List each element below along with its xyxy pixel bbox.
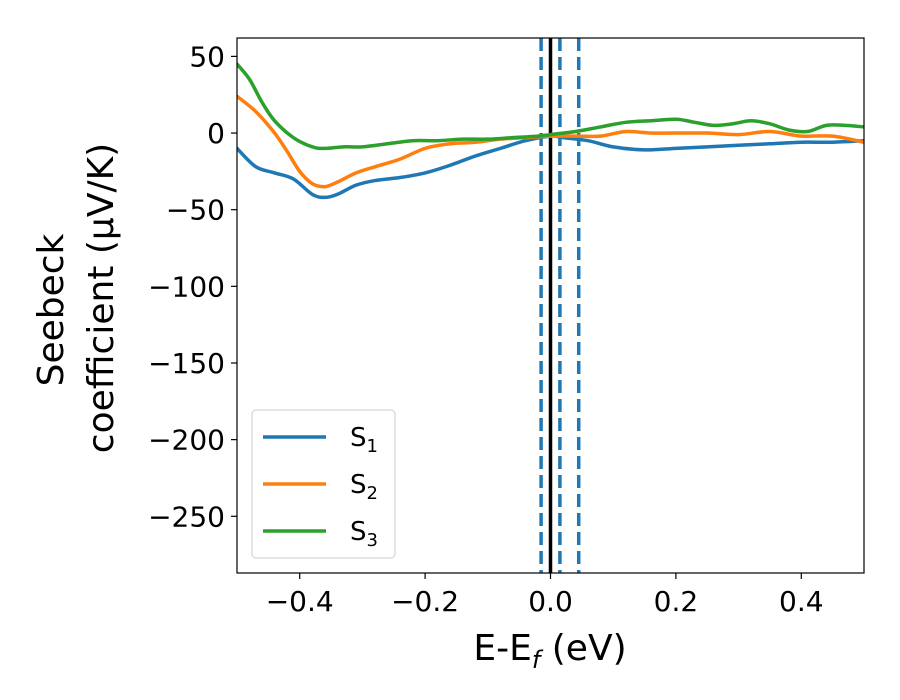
x-tick-label: −0.2 (391, 585, 459, 618)
series-lines (237, 62, 864, 200)
y-tick-label: 0 (207, 117, 225, 150)
y-axis-title-line1: Seebeck (31, 233, 72, 386)
x-tick-label: 0.2 (654, 585, 699, 618)
series-line-s3 (237, 62, 864, 151)
y-tick-label: −250 (148, 500, 225, 533)
legend-label-s3: S3 (350, 517, 378, 551)
legend: S1 S2 S3 (251, 409, 396, 559)
y-tick-label: −200 (148, 424, 225, 457)
x-axis-ticks: −0.4 −0.2 0.0 0.2 0.4 (266, 573, 824, 618)
x-tick-label: 0.4 (779, 585, 824, 618)
reference-lines (539, 38, 581, 573)
y-tick-label: −50 (166, 194, 225, 227)
x-axis-title: E-Ef (eV) (473, 628, 626, 674)
y-tick-label: −150 (148, 347, 225, 380)
series-line-s1 (237, 134, 864, 200)
y-tick-label: −100 (148, 270, 225, 303)
x-tick-label: 0.0 (528, 585, 573, 618)
y-axis-ticks: 50 0 −50 −100 −150 −200 −250 (148, 40, 237, 533)
x-tick-label: −0.4 (266, 585, 334, 618)
y-axis-title-line2: coefficient (μV/K) (81, 143, 122, 453)
legend-label-s2: S2 (350, 470, 378, 504)
legend-label-s1: S1 (350, 423, 378, 457)
y-tick-label: 50 (189, 40, 225, 73)
